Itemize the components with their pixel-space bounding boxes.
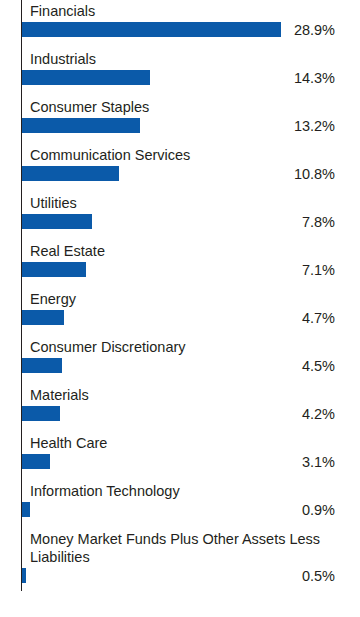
data-label: 10.8%: [255, 165, 335, 183]
category-label: Consumer Staples: [30, 98, 332, 116]
category-label: Materials: [30, 386, 332, 404]
data-label: 13.2%: [255, 117, 335, 135]
category-label: Money Market Funds Plus Other Assets Les…: [30, 530, 332, 566]
category-label: Communication Services: [30, 146, 332, 164]
category-label: Energy: [30, 290, 332, 308]
bar: [22, 262, 86, 277]
category-label: Industrials: [30, 50, 332, 68]
data-label: 4.2%: [255, 405, 335, 423]
axis-line: [21, 0, 22, 591]
category-label: Health Care: [30, 434, 332, 452]
data-label: 7.1%: [255, 261, 335, 279]
bar: [22, 70, 150, 85]
bar: [22, 118, 140, 133]
data-label: 7.8%: [255, 213, 335, 231]
category-label: Information Technology: [30, 482, 332, 500]
bar: [22, 406, 60, 421]
data-label: 28.9%: [255, 21, 335, 39]
data-label: 4.5%: [255, 357, 335, 375]
bar: [22, 568, 26, 583]
category-label: Real Estate: [30, 242, 332, 260]
data-label: 4.7%: [255, 309, 335, 327]
bar: [22, 166, 119, 181]
data-label: 14.3%: [255, 69, 335, 87]
data-label: 0.5%: [255, 567, 335, 585]
bar: [22, 22, 281, 37]
bar: [22, 454, 50, 469]
category-label: Consumer Discretionary: [30, 338, 332, 356]
bar: [22, 214, 92, 229]
bar: [22, 310, 64, 325]
bar: [22, 358, 62, 373]
category-label: Utilities: [30, 194, 332, 212]
bar: [22, 502, 30, 517]
category-label: Financials: [30, 2, 332, 20]
data-label: 3.1%: [255, 453, 335, 471]
data-label: 0.9%: [255, 501, 335, 519]
